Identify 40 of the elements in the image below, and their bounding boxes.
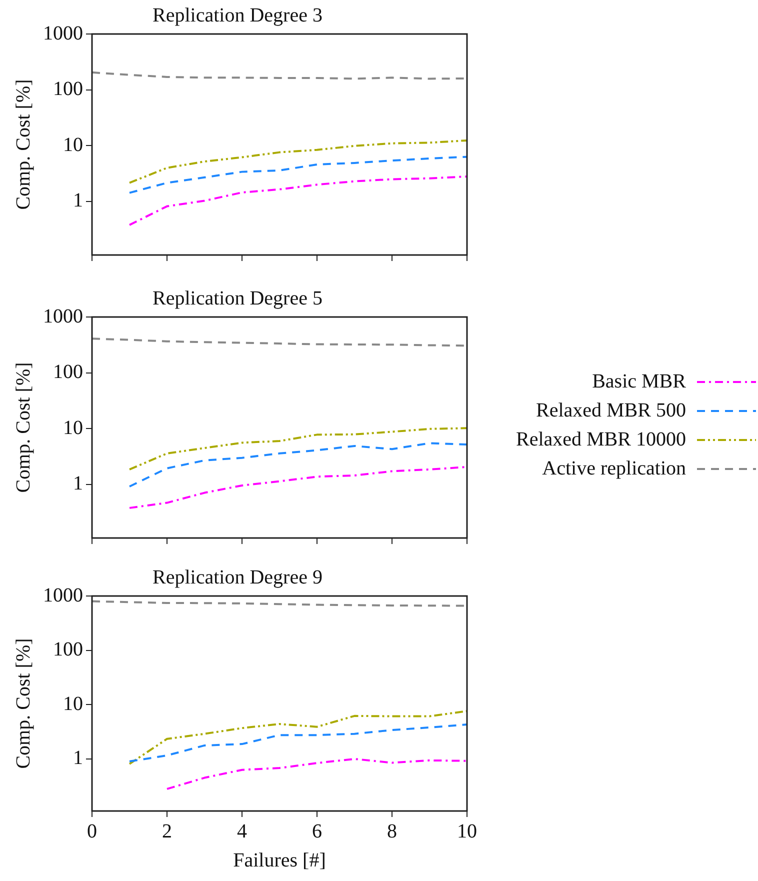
line-series	[128, 139, 467, 184]
chart-title: Replication Degree 9	[152, 566, 322, 588]
chart-title: Replication Degree 3	[152, 4, 322, 26]
x-tick-label: 6	[312, 820, 322, 842]
y-tick-label: 100	[53, 361, 83, 384]
y-tick-label: 100	[53, 638, 83, 661]
line-series	[128, 176, 467, 226]
y-tick-label: 1000	[43, 22, 83, 44]
x-tick-label: 0	[87, 820, 97, 842]
line-series	[92, 338, 467, 347]
line-series	[128, 156, 467, 194]
x-axis-title: Failures [#]	[233, 849, 326, 872]
line-series	[166, 758, 467, 790]
y-tick-label: 100	[53, 78, 83, 100]
x-tick-label: 10	[457, 820, 477, 842]
y-axis-title: Comp. Cost [%]	[12, 362, 34, 493]
y-tick-label: 10	[63, 416, 83, 439]
y-axis-title: Comp. Cost [%]	[12, 638, 34, 769]
chart-title: Replication Degree 5	[152, 287, 322, 310]
y-axis-title: Comp. Cost [%]	[12, 79, 34, 210]
x-tick-label: 8	[387, 820, 397, 842]
line-series	[92, 71, 467, 80]
legend-label: Active replication	[542, 457, 686, 480]
line-series	[128, 724, 467, 762]
y-tick-label: 1	[73, 747, 83, 770]
y-tick-label: 1000	[43, 584, 83, 606]
y-tick-label: 10	[63, 134, 83, 156]
x-tick-label: 4	[237, 820, 247, 842]
line-series	[128, 442, 467, 488]
x-tick-label: 2	[162, 820, 172, 842]
y-tick-label: 1	[73, 472, 83, 495]
legend-label: Basic MBR	[592, 370, 687, 392]
y-tick-label: 1	[73, 190, 83, 212]
legend-label: Relaxed MBR 500	[536, 399, 686, 422]
y-tick-label: 1000	[43, 305, 83, 328]
line-series	[128, 427, 467, 470]
line-series	[128, 710, 467, 765]
y-tick-label: 10	[63, 692, 83, 715]
line-series	[128, 466, 467, 509]
legend-label: Relaxed MBR 10000	[516, 428, 686, 450]
